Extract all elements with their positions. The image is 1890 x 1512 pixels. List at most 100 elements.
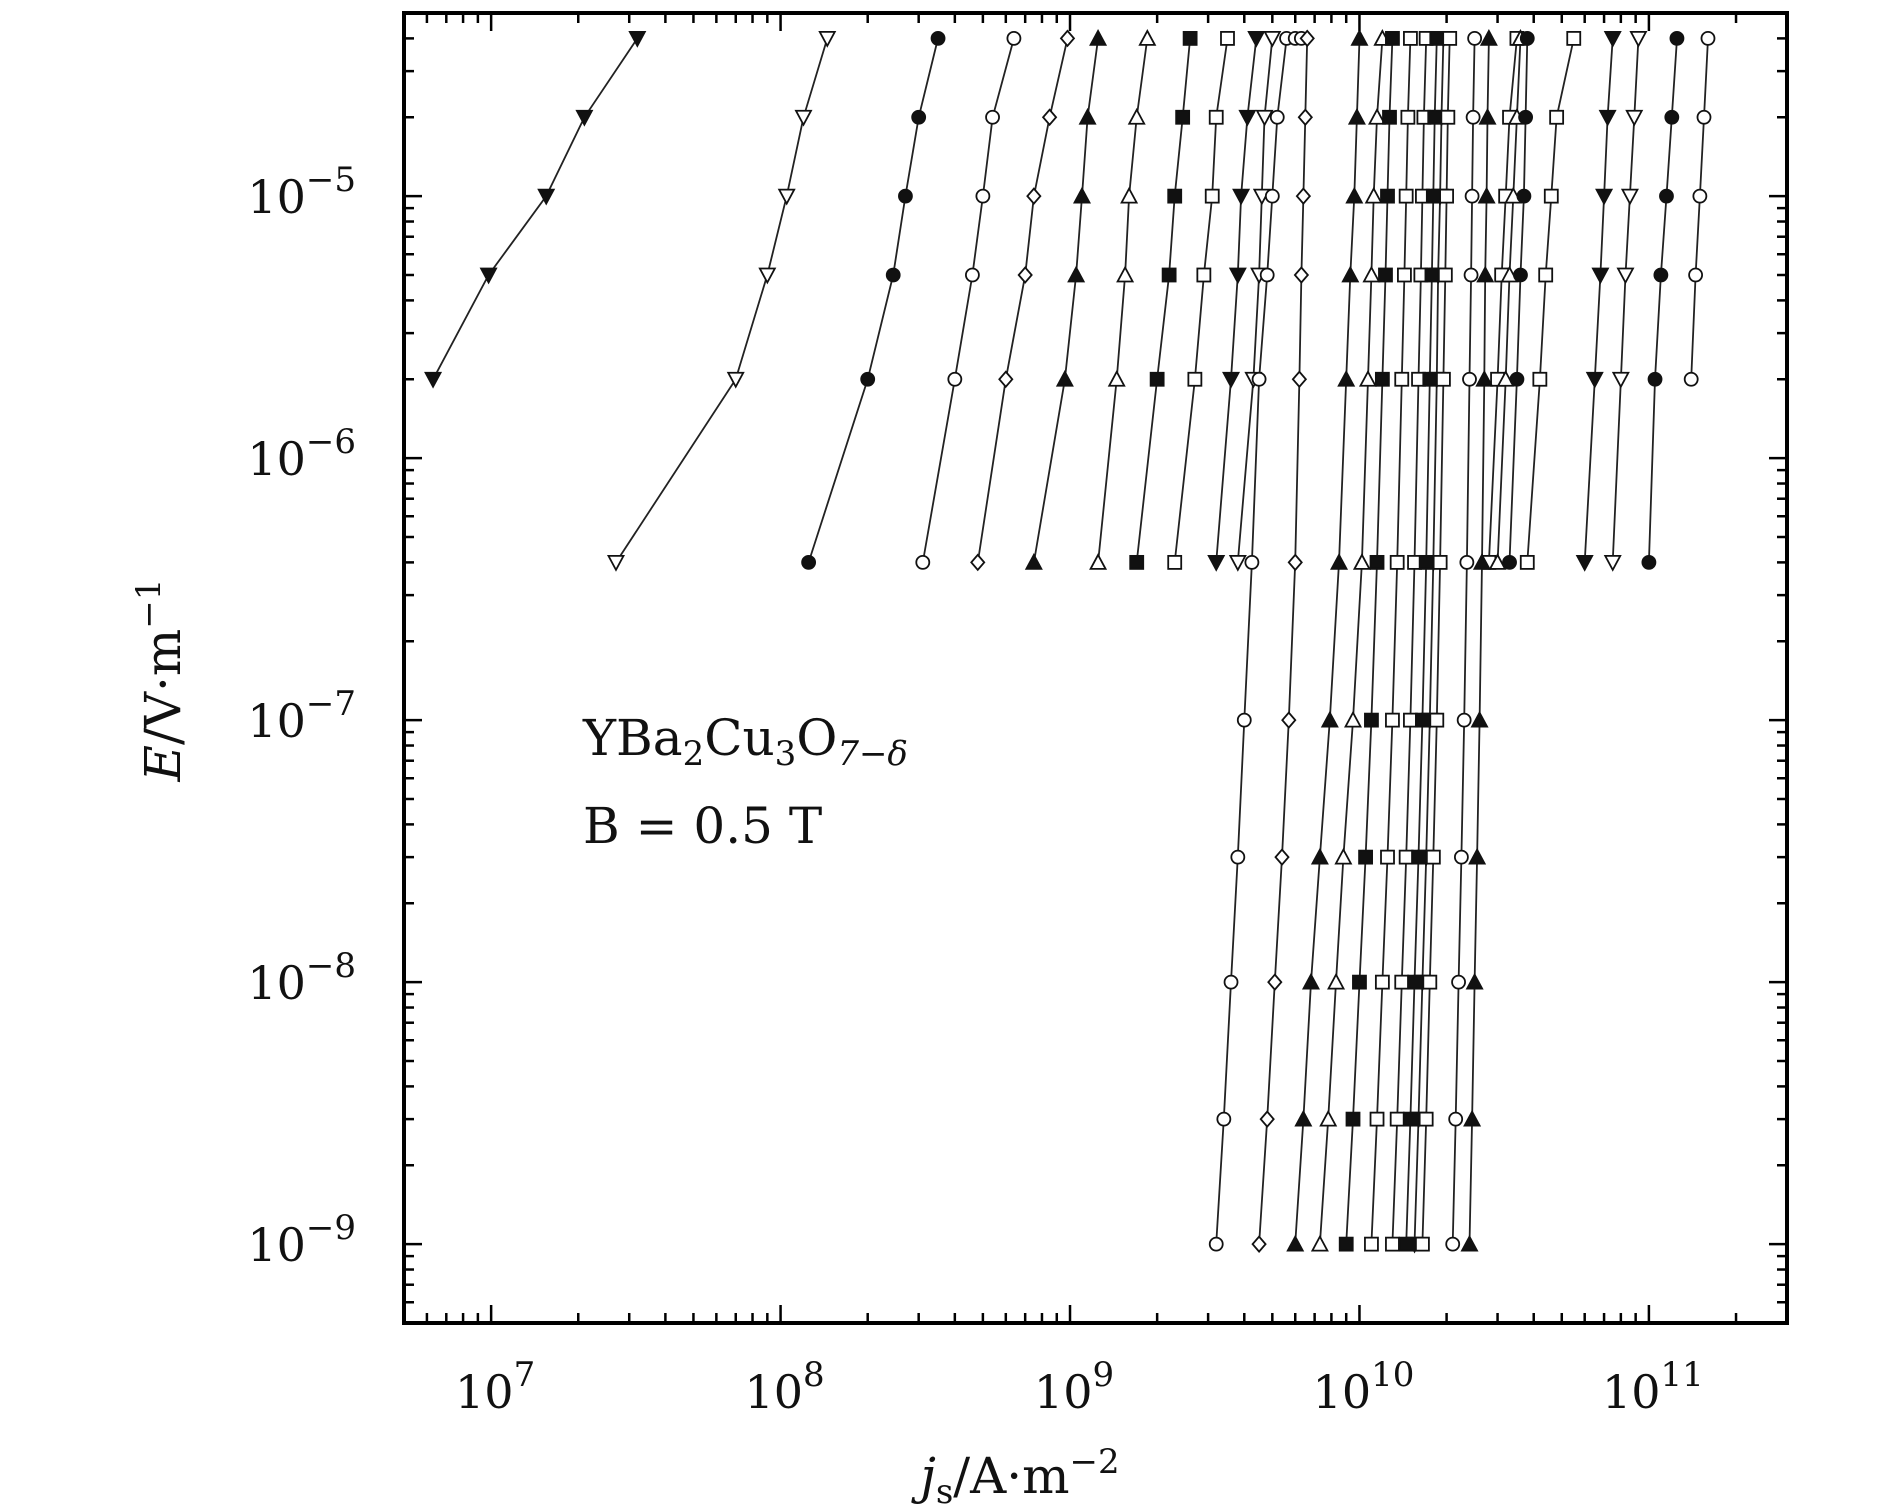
data-point — [1595, 188, 1614, 206]
data-point — [1463, 1109, 1482, 1127]
data-point — [1451, 974, 1466, 990]
data-point — [1358, 369, 1377, 387]
data-point — [1244, 554, 1260, 570]
data-point — [1006, 30, 1022, 46]
data-point — [1374, 974, 1390, 990]
x-tick-label: 1010 — [1313, 1355, 1415, 1419]
series — [1364, 30, 1418, 1252]
data-point — [1334, 847, 1353, 865]
data-point — [1238, 109, 1257, 127]
x-tick-label: 1011 — [1602, 1355, 1704, 1419]
data-point — [1228, 267, 1247, 285]
data-point — [1432, 554, 1448, 570]
data-point — [1439, 188, 1454, 204]
data-point — [1509, 371, 1525, 387]
data-point — [1394, 974, 1410, 990]
data-point — [1196, 267, 1212, 283]
data-point — [1167, 554, 1183, 570]
series — [1310, 28, 1392, 1252]
data-point — [1641, 554, 1657, 570]
series — [1683, 30, 1716, 387]
data-point — [1341, 265, 1360, 283]
data-point — [1478, 107, 1497, 125]
series-line — [1508, 38, 1529, 563]
data-point — [1230, 849, 1246, 865]
x-tick-label: 108 — [744, 1355, 824, 1419]
data-point — [1611, 371, 1630, 389]
series — [1251, 29, 1315, 1254]
data-point — [1465, 109, 1481, 125]
series — [1415, 30, 1458, 1252]
data-point — [1448, 1111, 1464, 1127]
series — [1405, 30, 1453, 1254]
data-point — [1089, 552, 1108, 570]
data-point — [1310, 847, 1329, 865]
data-point — [1078, 107, 1097, 125]
data-point — [1629, 30, 1648, 48]
data-point — [1518, 109, 1534, 125]
data-point — [1380, 188, 1395, 204]
data-point — [1228, 554, 1247, 572]
series — [1286, 28, 1369, 1252]
data-point — [1327, 972, 1346, 990]
series — [424, 30, 647, 389]
series — [1445, 30, 1483, 1252]
data-point — [1120, 186, 1139, 204]
series-line — [1391, 38, 1428, 1245]
data-point — [1465, 972, 1484, 990]
series-line — [1496, 38, 1522, 563]
data-point — [1425, 849, 1441, 865]
y-tick-label: 10−5 — [247, 160, 356, 224]
x-axis-label: js/A·m−2 — [910, 1442, 1119, 1512]
data-point — [1382, 109, 1397, 125]
data-point — [1299, 29, 1315, 48]
data-point — [1345, 186, 1364, 204]
data-point — [1055, 369, 1074, 387]
series — [1167, 30, 1235, 570]
series-line — [1258, 38, 1309, 1245]
data-point — [1287, 553, 1303, 572]
data-point — [1519, 554, 1535, 570]
series-line — [1648, 38, 1678, 563]
data-point — [1344, 710, 1363, 728]
data-point — [537, 188, 556, 206]
data-point — [1167, 188, 1183, 204]
series-line — [1690, 38, 1709, 380]
data-point — [1149, 371, 1165, 387]
data-point — [1389, 554, 1405, 570]
data-point — [1182, 30, 1198, 46]
data-point — [1385, 30, 1400, 46]
data-point — [1301, 972, 1320, 990]
data-point — [801, 554, 817, 570]
data-point — [1208, 1236, 1224, 1252]
data-point — [1415, 1236, 1430, 1252]
field-annotation: B = 0.5 T — [583, 797, 822, 855]
data-point — [424, 371, 443, 389]
data-point — [1310, 1234, 1329, 1252]
data-point — [1208, 109, 1224, 125]
data-point — [1625, 109, 1644, 127]
data-point — [1496, 369, 1515, 387]
series — [915, 30, 1022, 570]
data-point — [1696, 109, 1712, 125]
data-point — [777, 188, 796, 206]
data-point — [1207, 554, 1226, 572]
data-point — [1293, 266, 1310, 284]
series-line — [1370, 38, 1412, 1245]
series-line — [432, 37, 639, 380]
y-tick-label: 10−6 — [247, 422, 356, 486]
data-point — [1041, 108, 1058, 127]
data-point — [975, 188, 991, 204]
data-point — [1488, 552, 1507, 570]
data-point — [1429, 712, 1445, 728]
y-tick-labels: 10−5 10−6 10−7 10−8 10−9 — [247, 160, 356, 1272]
data-point — [1352, 552, 1371, 570]
data-point — [1692, 188, 1708, 204]
y-tick-label: 10−7 — [247, 684, 356, 748]
data-point — [1463, 267, 1479, 283]
x-tick-label: 109 — [1034, 1355, 1114, 1419]
y-tick-label: 10−9 — [247, 1208, 356, 1272]
data-point — [726, 371, 745, 389]
data-point — [1089, 28, 1108, 46]
